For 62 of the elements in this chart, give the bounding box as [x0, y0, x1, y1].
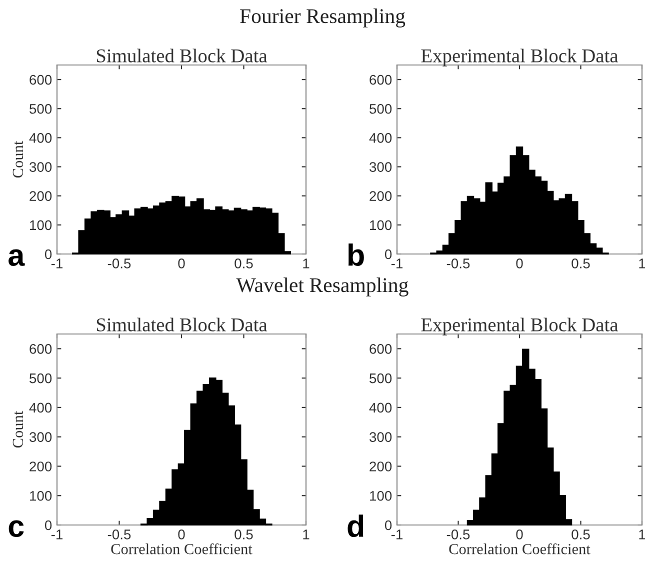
y-tick-label: 500 [30, 373, 52, 384]
y-tick-label: 0 [44, 249, 52, 260]
y-tick-label: 200 [370, 462, 392, 472]
y-tick-label: 200 [30, 191, 52, 202]
x-axis-title: Correlation Coefficient [449, 543, 590, 554]
y-tick-label: 200 [370, 191, 392, 202]
y-tick-label: 0 [44, 520, 52, 530]
chart-title: Simulated Block Data [96, 48, 268, 62]
y-tick-label: 500 [30, 104, 52, 114]
x-tick-label: -0.5 [108, 530, 131, 540]
text: c [8, 520, 24, 538]
y-axis-title: Count [12, 140, 24, 178]
x-tick-label: 0 [516, 530, 523, 540]
y-axis-title: Count [12, 410, 24, 448]
text: a [8, 249, 25, 266]
text: Fourier Resampling [240, 8, 406, 28]
chart-title: Experimental Block Data [421, 318, 618, 336]
y-tick-label: 500 [370, 373, 392, 384]
y-tick-label: 100 [30, 490, 52, 501]
y-tick-label: 600 [30, 74, 52, 85]
y-tick-label: 200 [30, 462, 52, 472]
x-tick-label: 0 [178, 530, 185, 540]
y-tick-label: 600 [370, 344, 392, 354]
text: d [348, 514, 364, 538]
x-tick-label: 0.5 [234, 258, 253, 268]
x-tick-label: -1 [391, 258, 402, 268]
x-tick-label: -1 [51, 530, 62, 540]
x-tick-label: -0.5 [108, 258, 131, 268]
y-tick-label: 400 [369, 133, 392, 143]
x-tick-label: 0.5 [572, 258, 590, 268]
y-tick-label: 300 [370, 432, 392, 442]
x-tick-label: 0.5 [234, 530, 253, 540]
y-tick-label: 600 [370, 74, 392, 85]
y-tick-label: 400 [29, 133, 52, 143]
x-tick-label: 0.5 [572, 530, 590, 540]
x-tick-label: -0.5 [446, 258, 470, 268]
y-tick-label: 400 [29, 402, 52, 413]
x-tick-label: 0 [178, 258, 185, 268]
chart-title: Experimental Block Data [421, 48, 618, 66]
y-tick-label: 600 [30, 344, 52, 354]
chart-title: Simulated Block Data [96, 318, 268, 332]
y-tick-label: 400 [369, 402, 392, 413]
y-tick-label: 300 [30, 432, 52, 442]
x-tick-label: 1 [303, 258, 310, 268]
y-tick-label: 100 [30, 220, 52, 230]
x-tick-label: -1 [391, 530, 402, 540]
y-tick-label: 100 [370, 490, 392, 501]
y-tick-label: 300 [370, 162, 392, 172]
x-tick-label: 0 [516, 258, 523, 268]
y-tick-label: 500 [370, 104, 392, 114]
y-tick-label: 300 [30, 162, 52, 172]
x-tick-label: 1 [303, 530, 310, 540]
x-tick-label: 1 [639, 258, 645, 268]
x-tick-label: -0.5 [446, 530, 470, 540]
x-tick-label: 1 [639, 530, 645, 540]
x-tick-label: -1 [51, 258, 62, 268]
x-axis-title: Correlation Coefficient [111, 543, 252, 554]
text: Wavelet Resampling [236, 278, 408, 296]
y-tick-label: 0 [384, 249, 392, 260]
text: b [348, 244, 364, 266]
y-tick-label: 0 [384, 520, 392, 530]
y-tick-label: 100 [370, 220, 392, 230]
